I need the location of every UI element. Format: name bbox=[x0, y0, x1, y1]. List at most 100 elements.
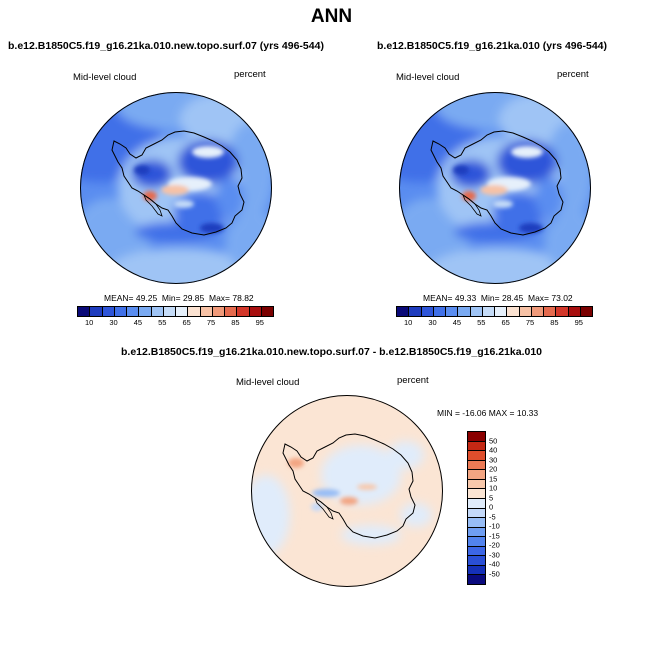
colorbar-swatch bbox=[507, 307, 520, 316]
colorbar-swatch bbox=[212, 307, 225, 316]
colorbar-tick-label: 45 bbox=[452, 318, 462, 327]
colorbar-swatch bbox=[200, 307, 213, 316]
colorbar-tick-label: 10 bbox=[489, 483, 498, 493]
diff-colorbar bbox=[467, 431, 486, 585]
colorbar-tick-label: 75 bbox=[206, 318, 216, 327]
colorbar-tick-label: 55 bbox=[158, 318, 167, 327]
colorbar-tick-label: 45 bbox=[133, 318, 143, 327]
panel2-variable-label: Mid-level cloud bbox=[396, 72, 460, 83]
colorbar-tick-label: 10 bbox=[85, 318, 94, 327]
panel2-stats: MEAN= 49.33 Min= 28.45 Max= 73.02 bbox=[423, 293, 573, 303]
diff-units-label: percent bbox=[397, 375, 429, 386]
colorbar-swatch bbox=[531, 307, 544, 316]
colorbar-swatch bbox=[446, 307, 459, 316]
colorbar-tick-label: 30 bbox=[489, 455, 498, 464]
colorbar-tick-label: 30 bbox=[428, 318, 437, 327]
colorbar-swatch bbox=[102, 307, 115, 316]
colorbar-tick-label: 95 bbox=[255, 318, 264, 327]
colorbar-swatch bbox=[261, 307, 273, 316]
colorbar-swatch bbox=[139, 307, 152, 316]
colorbar-tick-label: 55 bbox=[477, 318, 486, 327]
colorbar-swatch bbox=[470, 307, 483, 316]
colorbar-swatch bbox=[468, 432, 485, 442]
colorbar-swatch bbox=[188, 307, 201, 316]
colorbar-swatch bbox=[568, 307, 581, 316]
colorbar-tick-label: 5 bbox=[489, 493, 494, 502]
colorbar-swatch bbox=[468, 527, 485, 538]
panel1-stats: MEAN= 49.25 Min= 29.85 Max= 78.82 bbox=[104, 293, 254, 303]
panel1-colorbar bbox=[77, 306, 274, 317]
colorbar-tick-label: 40 bbox=[489, 445, 498, 455]
colorbar-swatch bbox=[249, 307, 262, 316]
colorbar-tick-label: 85 bbox=[550, 318, 559, 327]
colorbar-swatch bbox=[468, 441, 485, 452]
colorbar-swatch bbox=[176, 307, 189, 316]
colorbar-swatch bbox=[468, 565, 485, 576]
colorbar-swatch bbox=[421, 307, 434, 316]
colorbar-swatch bbox=[163, 307, 176, 316]
diff-map bbox=[251, 395, 443, 587]
panel1-map bbox=[80, 92, 272, 284]
colorbar-swatch bbox=[468, 508, 485, 519]
colorbar-swatch bbox=[397, 307, 410, 316]
colorbar-swatch bbox=[90, 307, 103, 316]
diff-colorbar-labels: 50 40 30 20 15 10 5 0 -5 -10 -15 -20 -30 -40 -50 bbox=[489, 431, 519, 583]
colorbar-swatch bbox=[468, 479, 485, 490]
panel2-map bbox=[399, 92, 591, 284]
diff-variable-label: Mid-level cloud bbox=[236, 377, 300, 388]
colorbar-tick-label: -10 bbox=[489, 521, 500, 531]
panel1-units-label: percent bbox=[234, 69, 266, 80]
panel2-colorbar-labels: 10 30 45 55 65 75 85 95 bbox=[396, 318, 593, 330]
diff-panel-title: b.e12.B1850C5.f19_g16.21ka.010.new.topo.… bbox=[120, 346, 543, 358]
colorbar-tick-label: 85 bbox=[231, 318, 240, 327]
colorbar-swatch bbox=[468, 489, 485, 499]
panel2-units-label: percent bbox=[557, 69, 589, 80]
figure-title: ANN bbox=[310, 6, 353, 27]
colorbar-swatch bbox=[225, 307, 238, 316]
colorbar-tick-label: 75 bbox=[525, 318, 535, 327]
colorbar-tick-label: -15 bbox=[489, 531, 500, 540]
colorbar-tick-label: -50 bbox=[489, 569, 500, 578]
colorbar-tick-label: 95 bbox=[574, 318, 583, 327]
colorbar-tick-label: -40 bbox=[489, 559, 500, 569]
colorbar-swatch bbox=[468, 498, 485, 509]
colorbar-swatch bbox=[482, 307, 495, 316]
panel1-variable-label: Mid-level cloud bbox=[73, 72, 137, 83]
colorbar-swatch bbox=[519, 307, 532, 316]
colorbar-swatch bbox=[468, 546, 485, 557]
colorbar-swatch bbox=[78, 307, 91, 316]
colorbar-swatch bbox=[151, 307, 164, 316]
colorbar-swatch bbox=[495, 307, 508, 316]
colorbar-swatch bbox=[409, 307, 422, 316]
colorbar-swatch bbox=[468, 470, 485, 480]
colorbar-tick-label: 65 bbox=[501, 318, 510, 327]
colorbar-swatch bbox=[433, 307, 446, 316]
colorbar-tick-label: 10 bbox=[404, 318, 413, 327]
colorbar-swatch bbox=[468, 537, 485, 547]
diff-minmax-text: MIN = -16.06 MAX = 10.33 bbox=[437, 408, 539, 418]
colorbar-swatch bbox=[468, 518, 485, 528]
colorbar-swatch bbox=[458, 307, 471, 316]
colorbar-swatch bbox=[544, 307, 557, 316]
colorbar-swatch bbox=[468, 451, 485, 461]
colorbar-swatch bbox=[580, 307, 592, 316]
colorbar-tick-label: 0 bbox=[489, 502, 494, 512]
panel2-colorbar bbox=[396, 306, 593, 317]
panel1-colorbar-labels: 10 30 45 55 65 75 85 95 bbox=[77, 318, 274, 330]
colorbar-tick-label: 30 bbox=[109, 318, 118, 327]
panel2-title: b.e12.B1850C5.f19_g16.21ka.010 (yrs 496-… bbox=[377, 40, 607, 52]
colorbar-tick-label: -5 bbox=[489, 512, 496, 521]
panel1-title: b.e12.B1850C5.f19_g16.21ka.010.new.topo.… bbox=[8, 40, 324, 52]
colorbar-tick-label: -20 bbox=[489, 540, 500, 550]
colorbar-swatch bbox=[127, 307, 140, 316]
colorbar-swatch bbox=[114, 307, 127, 316]
colorbar-tick-label: 65 bbox=[182, 318, 191, 327]
colorbar-swatch bbox=[468, 460, 485, 471]
colorbar-swatch bbox=[468, 575, 485, 584]
colorbar-tick-label: 50 bbox=[489, 436, 498, 445]
colorbar-tick-label: -30 bbox=[489, 550, 500, 559]
colorbar-swatch bbox=[468, 556, 485, 566]
colorbar-swatch bbox=[556, 307, 569, 316]
colorbar-tick-label: 20 bbox=[489, 464, 498, 474]
colorbar-swatch bbox=[237, 307, 250, 316]
